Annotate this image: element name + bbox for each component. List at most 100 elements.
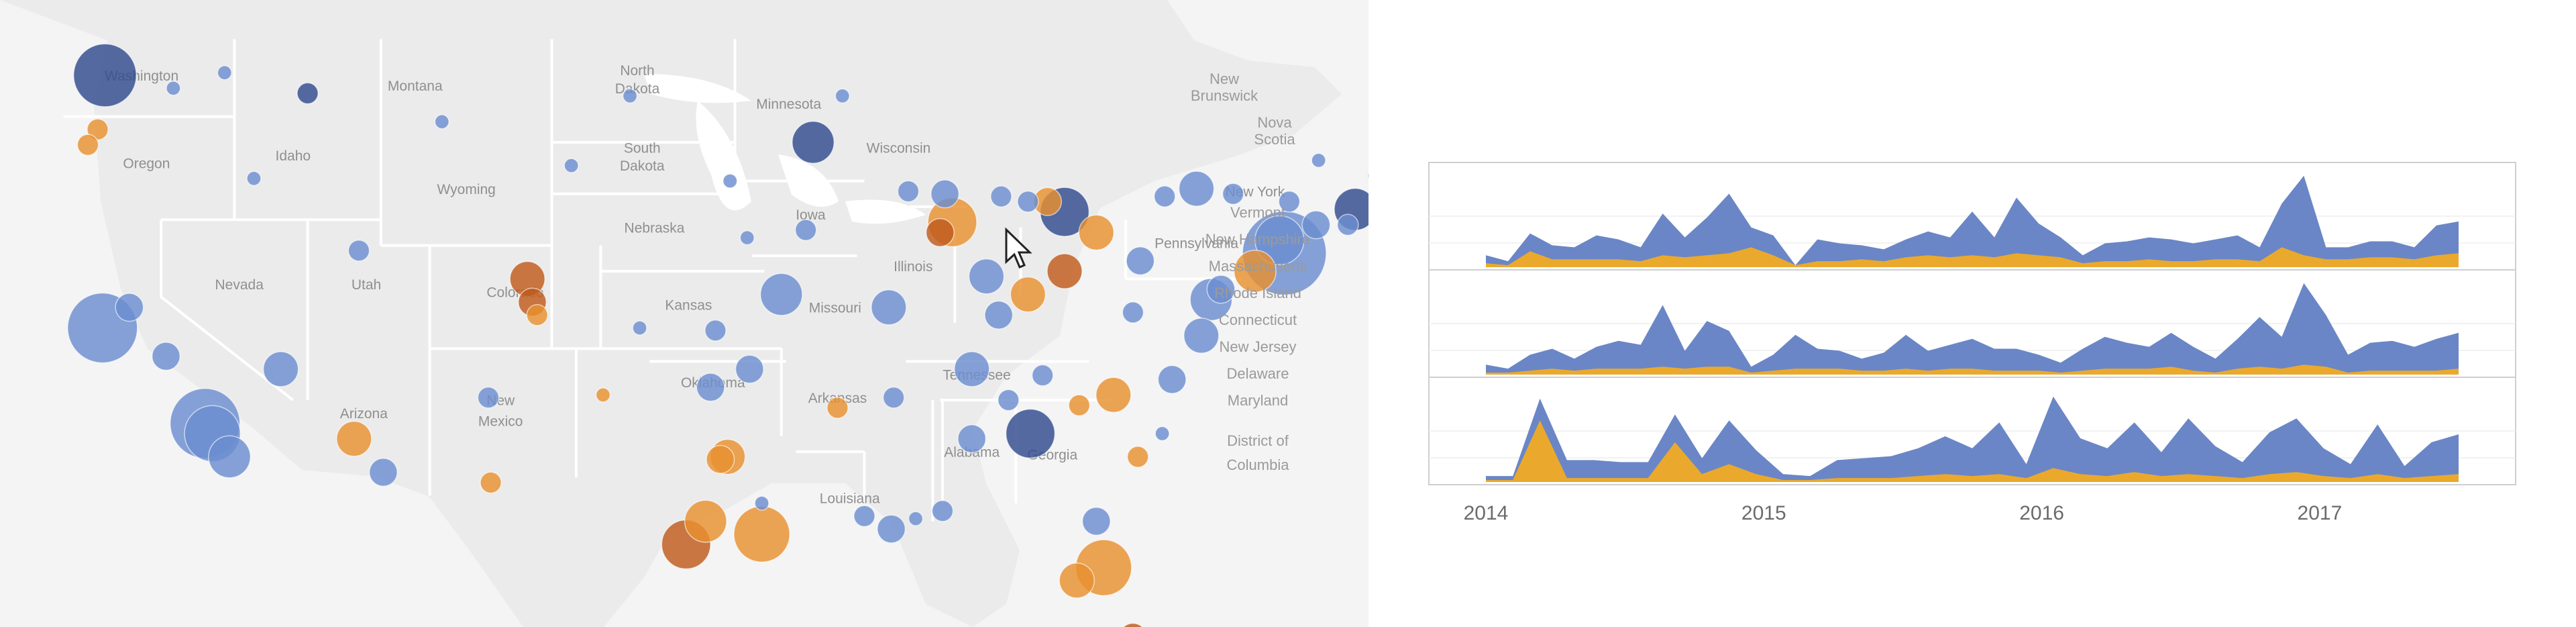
state-border [160,220,294,401]
city-bubble[interactable] [1005,408,1056,459]
city-bubble[interactable] [931,499,954,522]
city-bubble[interactable] [754,495,769,511]
city-bubble[interactable] [1068,394,1091,417]
area-series-orange [1486,420,2459,482]
city-bubble[interactable] [151,342,181,371]
city-bubble[interactable] [1078,214,1115,251]
city-bubble[interactable] [564,158,579,173]
city-bubble[interactable] [115,293,144,322]
city-bubble[interactable] [968,258,1005,295]
city-bubble[interactable] [997,389,1020,412]
city-bubble[interactable] [1311,152,1326,168]
x-tick-label: 2016 [2019,502,2064,524]
city-bubble[interactable] [835,88,850,104]
city-bubble[interactable] [1233,250,1277,293]
city-bubble[interactable] [1301,210,1331,240]
state-label: Montana [388,79,443,94]
city-bubble[interactable] [1119,622,1147,627]
city-bubble[interactable] [1153,185,1176,207]
city-bubble[interactable] [792,121,835,164]
city-bubble[interactable] [336,420,372,457]
city-bubble[interactable] [262,351,299,387]
state-label: Missouri [809,300,861,316]
city-bubble[interactable] [1017,190,1039,213]
city-bubble[interactable] [87,118,109,141]
city-bubble[interactable] [246,171,262,186]
city-bubble[interactable] [722,173,738,189]
city-bubble[interactable] [739,230,755,246]
city-bubble[interactable] [477,386,500,409]
city-bubbles[interactable] [67,43,1368,627]
northeast-state-label: District of [1227,432,1289,449]
city-bubble[interactable] [953,351,990,387]
city-bubble[interactable] [1010,276,1046,313]
city-bubble[interactable] [1206,275,1236,304]
city-bubble[interactable] [1183,318,1220,354]
city-bubble[interactable] [1155,426,1170,442]
northeast-state-label: Massachusetts [1209,258,1307,275]
city-bubble[interactable] [696,373,725,402]
canada-province-label: Nova [1257,114,1292,131]
city-bubble[interactable] [930,179,960,209]
city-bubble[interactable] [632,320,647,336]
canada-province-label: New [1210,70,1239,87]
state-label: Oregon [123,156,170,171]
city-bubble[interactable] [877,514,906,544]
northeast-state-label: New Hampshire [1205,231,1311,248]
city-bubble[interactable] [826,397,849,419]
city-bubble[interactable] [925,218,955,247]
state-label: Nevada [215,277,264,293]
city-bubble[interactable] [622,88,638,104]
city-bubble[interactable] [984,300,1014,330]
city-bubble[interactable] [853,505,875,528]
city-bubble[interactable] [897,180,920,203]
city-bubble[interactable] [1336,213,1359,236]
city-bubble[interactable] [706,444,735,474]
city-bubble[interactable] [166,81,181,96]
city-bubble[interactable] [347,239,370,262]
city-bubble[interactable] [759,273,803,316]
city-bubble[interactable] [1095,377,1132,414]
city-bubble[interactable] [684,499,727,543]
city-bubble[interactable] [882,386,905,409]
city-bubble[interactable] [1126,246,1155,276]
city-bubble[interactable] [208,435,252,479]
city-bubble[interactable] [957,424,987,454]
city-bubble[interactable] [1081,506,1111,536]
area-series-orange [1486,247,2459,267]
city-bubble[interactable] [990,185,1012,207]
city-bubble[interactable] [1031,364,1054,387]
city-bubble[interactable] [1178,171,1215,207]
city-bubble[interactable] [1122,301,1144,324]
city-bubble[interactable] [1157,365,1187,394]
city-bubble[interactable] [794,219,817,241]
area-series-blue [1486,283,2459,375]
city-bubble[interactable] [480,471,502,494]
city-bubble[interactable] [704,319,727,342]
state-label: Utah [352,277,381,293]
city-bubble[interactable] [1046,253,1083,289]
state-label: Louisiana [820,491,880,507]
city-bubble[interactable] [1278,190,1301,213]
city-bubble[interactable] [735,354,764,384]
city-bubble[interactable] [733,505,790,563]
city-bubble[interactable] [297,82,319,105]
lake-superior [644,74,751,103]
city-bubble[interactable] [1126,446,1149,468]
city-bubble[interactable] [217,65,232,81]
city-bubble[interactable] [526,303,549,326]
city-bubble[interactable] [72,43,138,107]
city-bubble[interactable] [368,457,398,487]
city-bubble[interactable] [76,134,99,156]
city-bubble[interactable] [1059,563,1095,599]
city-bubble[interactable] [871,289,907,326]
city-bubble[interactable] [1254,215,1305,266]
state-label: Minnesota [756,97,821,112]
city-bubble[interactable] [908,511,924,526]
map-view[interactable]: Washington Oregon Idaho Montana Wyoming Nevad… [0,0,1368,627]
northeast-state-label: Connecticut [1219,311,1297,328]
city-bubble[interactable] [434,114,449,130]
city-bubble[interactable] [1222,183,1244,205]
city-bubble[interactable] [595,387,611,403]
